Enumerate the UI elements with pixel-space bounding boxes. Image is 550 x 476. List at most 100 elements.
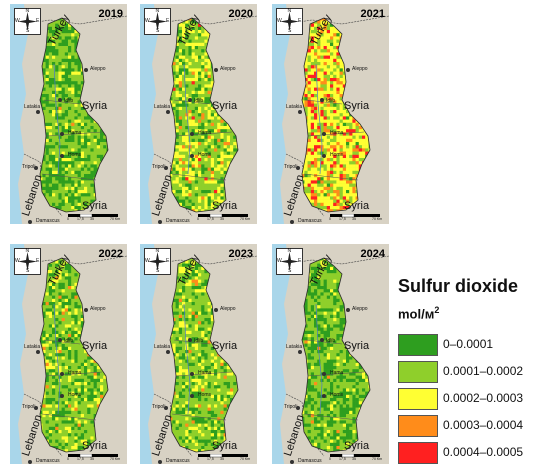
scale-bar: 0 17,5 35 70 Km	[329, 454, 385, 462]
place-label-hama: Hama	[198, 370, 212, 376]
compass-n: N	[155, 248, 160, 254]
city-marker	[36, 110, 40, 114]
scale-tick: 0	[329, 217, 331, 221]
place-label-syria: Syria	[212, 100, 238, 112]
city-marker	[322, 154, 326, 158]
city-marker	[346, 68, 350, 72]
place-label-idlib: Idlib	[326, 98, 336, 104]
city-marker	[166, 350, 170, 354]
place-label-latakia: Latakia	[286, 104, 303, 110]
city-marker	[214, 308, 218, 312]
place-label-homs: Homs	[330, 152, 344, 158]
scale-bar-graphic	[198, 214, 248, 218]
place-label-syria: Syria	[344, 200, 370, 212]
scale-tick: 17,5	[339, 217, 346, 221]
scale-tick: 70 Km	[110, 217, 121, 221]
city-marker	[320, 338, 324, 342]
scale-tick: 70 Km	[110, 457, 121, 461]
city-marker	[34, 406, 38, 410]
compass-e: E	[166, 258, 170, 264]
scale-tick: 70 Km	[240, 217, 251, 221]
legend: Sulfur dioxide mol/м2 0–0.0001 0.0001–0.…	[398, 276, 546, 472]
compass-e: E	[36, 18, 40, 24]
scale-tick: 17,5	[77, 217, 84, 221]
legend-unit-exponent: 2	[434, 305, 440, 315]
city-marker	[164, 166, 168, 170]
legend-swatch	[398, 442, 438, 464]
place-label-latakia: Latakia	[154, 104, 171, 110]
map-panel-2019: N S W E 2019 Turkey Aleppo Idlib Syria Latakia Ham…	[10, 4, 127, 224]
place-label-idlib: Idlib	[194, 338, 204, 344]
place-label-aleppo: Aleppo	[90, 306, 106, 312]
city-marker	[60, 372, 64, 376]
city-marker	[296, 166, 300, 170]
city-marker	[58, 98, 62, 102]
scale-bar: 0 17,5 35 70 Km	[67, 454, 123, 462]
city-marker	[190, 372, 194, 376]
city-marker	[164, 406, 168, 410]
city-marker	[298, 110, 302, 114]
place-label-damascus: Damascus	[298, 218, 322, 224]
scale-bar: 0 17,5 35 70 Km	[197, 214, 253, 222]
legend-swatch	[398, 334, 438, 356]
compass-n: N	[287, 8, 292, 14]
legend-unit-base: mol/м	[398, 306, 435, 322]
compass-s: S	[156, 268, 160, 274]
scale-bar-graphic	[198, 454, 248, 458]
place-label-idlib: Idlib	[194, 98, 204, 104]
place-label-homs: Homs	[68, 392, 82, 398]
city-marker	[36, 350, 40, 354]
compass-w: W	[15, 18, 20, 24]
legend-swatch	[398, 388, 438, 410]
scale-bar-graphic	[330, 214, 380, 218]
panel-year: 2023	[228, 248, 253, 260]
compass-w: W	[145, 258, 150, 264]
place-label-aleppo: Aleppo	[220, 306, 236, 312]
map-panel-2024: N S W E 2024 Turkey Aleppo Idlib Syria Latakia Ham…	[272, 244, 389, 464]
compass-e: E	[36, 258, 40, 264]
compass-s: S	[288, 28, 292, 34]
city-marker	[290, 460, 294, 464]
place-label-aleppo: Aleppo	[220, 66, 236, 72]
compass-arrows-icon	[18, 12, 37, 31]
city-marker	[188, 338, 192, 342]
place-label-latakia: Latakia	[286, 344, 303, 350]
city-marker	[296, 406, 300, 410]
place-label-tripoli: Tripoli	[284, 404, 298, 410]
map-panel-2022: N S W E 2022 Turkey Aleppo Idlib Syria Latakia Ham…	[10, 244, 127, 464]
city-marker	[60, 132, 64, 136]
scale-tick: 17,5	[339, 457, 346, 461]
place-label-latakia: Latakia	[154, 344, 171, 350]
panel-year: 2020	[228, 8, 253, 20]
compass-e: E	[166, 18, 170, 24]
legend-title: Sulfur dioxide	[398, 276, 519, 296]
place-label-syria: Syria	[212, 440, 238, 452]
place-label-aleppo: Aleppo	[90, 66, 106, 72]
scale-tick: 0	[329, 457, 331, 461]
place-label-damascus: Damascus	[166, 458, 190, 464]
map-canvas	[272, 244, 389, 464]
compass-arrows-icon	[280, 252, 299, 271]
place-label-hama: Hama	[68, 370, 82, 376]
place-label-aleppo: Aleppo	[352, 66, 368, 72]
place-label-hama: Hama	[68, 130, 82, 136]
compass-arrows-icon	[148, 12, 167, 31]
compass-arrows-icon	[18, 252, 37, 271]
place-label-syria: Syria	[82, 340, 108, 352]
place-label-syria: Syria	[344, 100, 370, 112]
place-label-tripoli: Tripoli	[284, 164, 298, 170]
panel-year: 2021	[360, 8, 385, 20]
scale-tick: 35	[352, 217, 356, 221]
place-label-latakia: Latakia	[24, 344, 41, 350]
panel-year: 2024	[360, 248, 385, 260]
place-label-homs: Homs	[198, 392, 212, 398]
place-label-idlib: Idlib	[64, 338, 74, 344]
place-label-damascus: Damascus	[166, 218, 190, 224]
compass-w: W	[277, 18, 282, 24]
city-marker	[298, 350, 302, 354]
legend-swatch	[398, 361, 438, 383]
legend-item-label: 0.0003–0.0004	[443, 418, 524, 432]
scale-tick: 35	[220, 457, 224, 461]
scale-tick: 0	[67, 217, 69, 221]
